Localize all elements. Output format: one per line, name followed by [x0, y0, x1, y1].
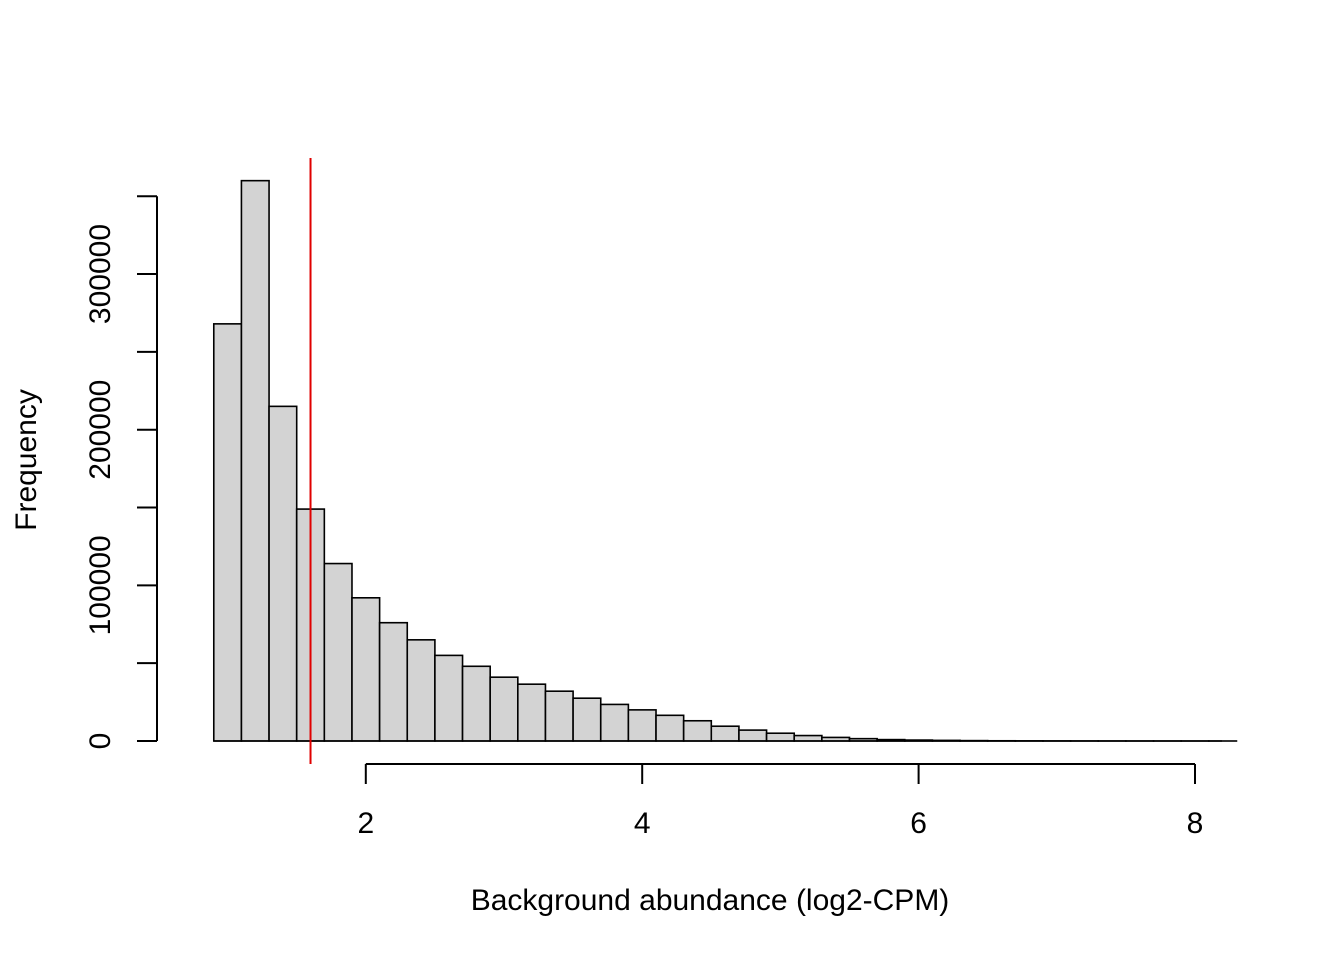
- histogram-bar: [461, 665, 491, 742]
- x-tick-label: 2: [357, 807, 374, 840]
- histogram-bar: [793, 734, 823, 742]
- histogram-bar: [489, 676, 519, 742]
- histogram-bar: [268, 405, 298, 742]
- histogram-bars: [212, 179, 1238, 742]
- y-tick-label: 0: [84, 733, 117, 750]
- y-tick-label: 300000: [84, 224, 117, 324]
- x-axis-label: Background abundance (log2-CPM): [471, 884, 950, 917]
- y-tick-label: 100000: [84, 535, 117, 635]
- histogram-bar: [378, 621, 409, 742]
- histogram-bar: [240, 179, 270, 742]
- histogram-bar: [351, 597, 381, 742]
- histogram-bar: [212, 323, 243, 742]
- histogram-bar: [323, 562, 353, 742]
- x-tick-label: 6: [910, 807, 927, 840]
- y-axis-label: Frequency: [10, 389, 43, 531]
- x-tick-label: 4: [634, 807, 651, 840]
- y-tick-label: 200000: [84, 380, 117, 480]
- histogram-bar: [544, 690, 574, 742]
- histogram-bar: [599, 703, 630, 742]
- histogram-bar: [765, 732, 796, 742]
- histogram-bar: [682, 719, 713, 742]
- x-tick-label: 8: [1187, 807, 1204, 840]
- histogram-bar: [710, 725, 740, 742]
- histogram-bar: [655, 714, 685, 742]
- histogram-bar: [517, 683, 547, 742]
- x-axis: 2 4 6 8: [357, 763, 1204, 840]
- histogram-bar: [572, 697, 602, 742]
- y-axis: 0 100000 200000 300000: [84, 195, 158, 750]
- histogram-bar: [434, 654, 464, 742]
- histogram-bar: [738, 729, 768, 742]
- histogram-bar: [627, 709, 657, 742]
- histogram-bar: [406, 639, 436, 742]
